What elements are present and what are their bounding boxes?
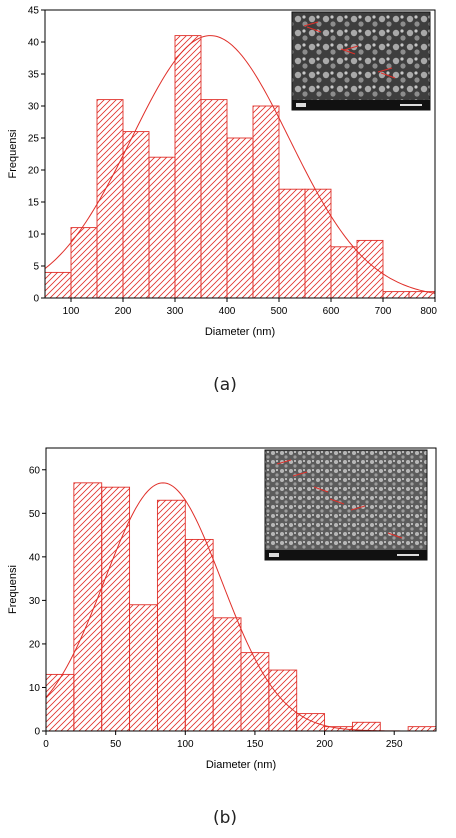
y-tick-label: 45 — [28, 6, 40, 17]
histogram-bar — [129, 604, 158, 732]
y-tick-label: 30 — [29, 596, 41, 607]
panel-label: (b) — [213, 808, 237, 828]
histogram-bar — [73, 482, 103, 732]
histogram-bar — [278, 188, 306, 299]
histogram-chart-b: 0 10 20 30 40 50 60 0 50 100 150 200 250 Diameter (nm… — [7, 447, 437, 828]
x-tick-label: 500 — [271, 306, 288, 317]
x-axis-title: Diameter (nm) — [206, 759, 276, 771]
y-tick-label: 0 — [34, 727, 40, 738]
histogram-bar — [240, 652, 270, 732]
y-tick-label: 40 — [28, 38, 40, 49]
x-tick-label: 100 — [177, 739, 194, 750]
histogram-bar — [200, 99, 228, 299]
y-axis-title: Frequensi — [7, 130, 19, 179]
x-tick-label: 400 — [219, 306, 236, 317]
histogram-bar — [296, 713, 326, 732]
x-tick-label: 150 — [247, 739, 264, 750]
histogram-bar — [122, 131, 150, 299]
histogram-chart-a: 0 5 10 15 20 25 30 35 40 45 100 200 300 400 500 600 700 8… — [7, 6, 437, 396]
histogram-bar — [70, 227, 98, 299]
y-tick-label: 35 — [28, 70, 40, 81]
y-tick-label: 10 — [29, 683, 41, 694]
histogram-bar — [252, 105, 280, 299]
gaussian-fit-curve — [44, 35, 436, 294]
histogram-bar — [156, 499, 186, 732]
plot-frame — [44, 9, 436, 299]
x-tick-label: 800 — [420, 306, 437, 317]
histogram-bar — [268, 669, 298, 732]
sem-micrograph-inset — [264, 449, 428, 561]
histogram-bar — [174, 35, 202, 299]
y-tick-label: 20 — [29, 639, 41, 650]
histogram-bar — [356, 239, 384, 299]
histogram-bar — [330, 246, 358, 299]
y-tick-label: 25 — [28, 134, 40, 145]
histogram-bar — [101, 486, 131, 732]
y-tick-label: 0 — [33, 294, 39, 305]
y-axis-title: Frequensi — [7, 565, 19, 614]
x-tick-label: 200 — [316, 739, 333, 750]
x-tick-label: 600 — [323, 306, 340, 317]
histogram-bar — [304, 188, 332, 299]
x-tick-label: 50 — [110, 739, 122, 750]
y-tick-label: 5 — [33, 262, 39, 273]
histogram-bar — [96, 99, 124, 299]
y-tick-label: 40 — [29, 552, 41, 563]
x-tick-label: 0 — [43, 739, 49, 750]
histogram-bar — [148, 156, 176, 299]
histogram-bar — [382, 291, 410, 299]
histogram-bar — [407, 726, 437, 732]
y-tick-label: 30 — [28, 102, 40, 113]
histogram-bar — [324, 726, 353, 732]
x-tick-label: 200 — [115, 306, 132, 317]
y-tick-label: 60 — [29, 465, 41, 476]
x-tick-label: 300 — [167, 306, 184, 317]
histogram-bar — [184, 538, 214, 732]
y-tick-label: 20 — [28, 166, 40, 177]
histogram-bar — [44, 271, 72, 299]
panel-label: (a) — [213, 375, 237, 395]
y-tick-label: 50 — [29, 509, 41, 520]
sem-micrograph-inset — [291, 11, 431, 111]
x-axis-title: Diameter (nm) — [205, 326, 275, 338]
x-tick-label: 250 — [386, 739, 403, 750]
x-tick-label: 100 — [63, 306, 80, 317]
y-tick-label: 15 — [28, 198, 40, 209]
histogram-bar — [212, 617, 242, 732]
x-tick-label: 700 — [375, 306, 392, 317]
plot-frame — [45, 447, 437, 732]
histogram-bar — [226, 137, 254, 299]
histogram-bar — [45, 673, 75, 732]
y-tick-label: 10 — [28, 230, 40, 241]
